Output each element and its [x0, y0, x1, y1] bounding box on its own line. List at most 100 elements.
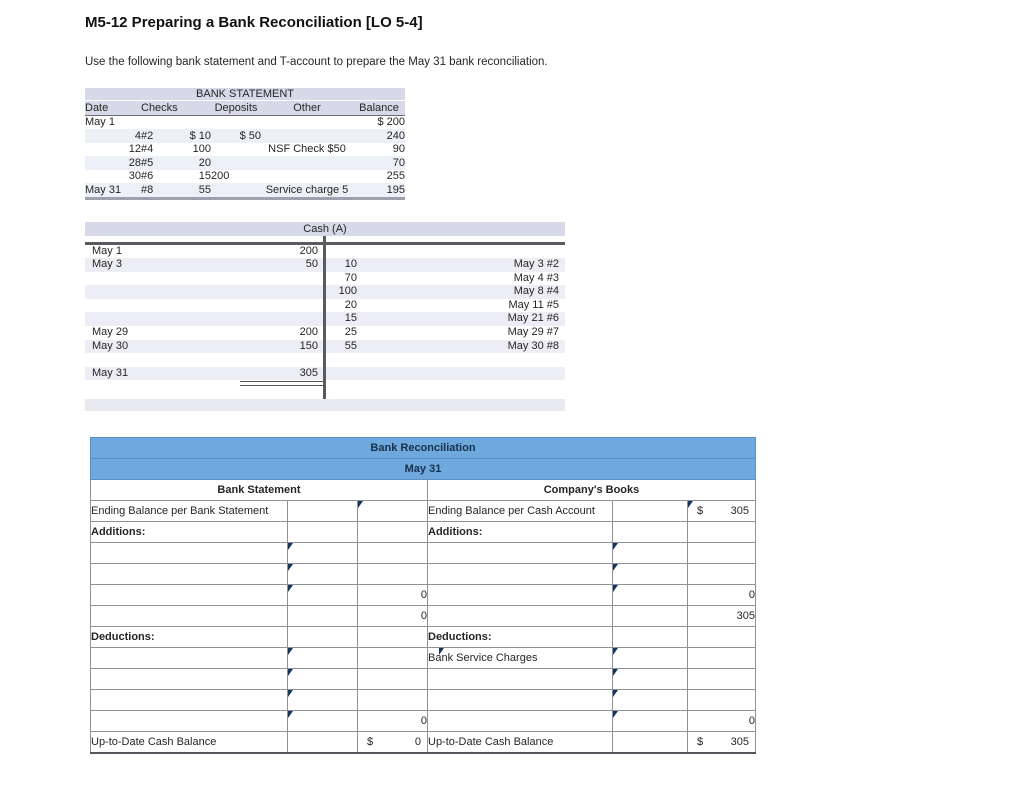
books-deduction-input[interactable]: [612, 647, 688, 670]
bank-statement-row: 30 #6 15 200 255: [85, 170, 405, 184]
empty-cell: [90, 647, 288, 670]
bank-ending-balance-input[interactable]: [357, 500, 428, 523]
empty-cell: [90, 542, 288, 565]
currency-symbol: $: [697, 505, 704, 518]
empty-cell: [612, 626, 688, 649]
reconciliation-title: Bank Reconciliation: [90, 437, 756, 460]
t-account-bottom-band: [85, 399, 565, 412]
check-number-cell: #8: [141, 183, 167, 200]
empty-cell: [612, 731, 688, 755]
credit-amount: [330, 367, 357, 381]
bank-addition-input[interactable]: [287, 563, 358, 586]
credit-amount: [330, 353, 357, 367]
amount: 305: [730, 736, 749, 749]
empty-cell: [90, 584, 288, 607]
credit-date: May 29 #7: [507, 326, 559, 339]
empty-cell: [90, 710, 288, 733]
empty-cell: [687, 521, 756, 544]
header-date: Date: [85, 100, 141, 116]
credit-date: May 4 #3: [513, 271, 559, 284]
debit-date: [85, 312, 242, 326]
header-checks: Checks: [141, 100, 211, 116]
check-amount-cell: $ 10: [167, 129, 211, 143]
balance-cell: 255: [386, 170, 406, 183]
other-cell: [261, 170, 353, 184]
books-deduction-input[interactable]: [612, 668, 688, 691]
bank-additions-label: Additions:: [90, 521, 288, 544]
t-account-row: 20 May 11 #5: [85, 299, 565, 313]
credit-amount: 20: [344, 298, 357, 311]
currency-symbol: $: [697, 736, 704, 749]
empty-cell: [357, 542, 428, 565]
books-deduction-input[interactable]: [612, 689, 688, 712]
deposit-cell: $ 50: [211, 129, 261, 143]
other-cell: [261, 115, 353, 129]
books-addition-input[interactable]: [612, 584, 688, 607]
bank-addition-input[interactable]: [287, 542, 358, 565]
empty-cell: [357, 521, 428, 544]
books-addition-input[interactable]: [612, 542, 688, 565]
debit-date: [85, 272, 242, 286]
bank-statement-row: 12 #4 100 NSF Check $50 90: [85, 143, 405, 157]
bank-deduction-input[interactable]: [287, 710, 358, 733]
credit-amount: 55: [344, 339, 357, 352]
bank-deductions-sum: 0: [357, 710, 428, 733]
books-deduction-input[interactable]: [612, 710, 688, 733]
date-cell: 28: [85, 156, 141, 170]
empty-cell: [687, 689, 756, 712]
t-account: Cash (A) May 1 200 May 3 50 10 May 3 #2 …: [85, 221, 565, 412]
check-number-cell: #4: [141, 143, 154, 156]
bank-additions-sum: 0: [357, 584, 428, 607]
empty-cell: [427, 563, 613, 586]
deposit-cell: [211, 115, 261, 129]
other-cell: [261, 129, 353, 143]
check-number-cell: #2: [141, 129, 167, 143]
debit-amount: 200: [299, 244, 318, 257]
reconciliation-date: May 31: [90, 458, 756, 481]
empty-cell: [427, 710, 613, 733]
other-cell: Service charge 5: [261, 183, 353, 200]
credit-date: May 30 #8: [507, 339, 559, 352]
other-cell: [261, 156, 353, 170]
balance-cell: 195: [353, 183, 406, 200]
page-title: M5-12 Preparing a Bank Reconciliation [L…: [85, 14, 423, 31]
books-subtotal: 305: [687, 605, 756, 628]
debit-amount: [242, 272, 325, 286]
bank-deduction-input[interactable]: [287, 647, 358, 670]
instruction-text: Use the following bank statement and T-a…: [85, 56, 548, 68]
credit-date: May 11 #5: [508, 298, 559, 311]
bank-statement-title: BANK STATEMENT: [85, 88, 406, 101]
bank-statement-row: 4 #2 $ 10 $ 50 240: [85, 129, 406, 143]
debit-amount: 50: [305, 258, 318, 271]
bank-deduction-input[interactable]: [287, 668, 358, 691]
currency-symbol: $: [367, 736, 374, 749]
balance-cell: 70: [353, 156, 406, 170]
debit-amount: 150: [299, 339, 318, 352]
empty-cell: [357, 626, 428, 649]
bank-ending-balance-label: Ending Balance per Bank Statement: [90, 500, 288, 523]
books-addition-input[interactable]: [612, 563, 688, 586]
empty-cell: [357, 647, 428, 670]
empty-cell: [427, 689, 613, 712]
t-account-row: May 1 200: [85, 245, 565, 259]
date-cell: 4: [85, 129, 141, 143]
balance-double-underline: [240, 381, 323, 387]
debit-amount: 200: [299, 326, 318, 339]
check-amount-cell: 100: [192, 143, 211, 156]
bank-addition-input[interactable]: [287, 584, 358, 607]
empty-cell: [287, 521, 358, 544]
empty-cell: [357, 668, 428, 691]
empty-cell: [612, 521, 688, 544]
check-number-cell: #5: [141, 156, 167, 170]
credit-amount: 100: [338, 285, 357, 298]
credit-date: [357, 367, 565, 381]
credit-date: [357, 353, 565, 367]
check-amount-cell: [167, 115, 211, 129]
empty-cell: [287, 500, 358, 523]
empty-cell: [687, 626, 756, 649]
bank-statement-row: May 1 $ 200: [85, 115, 405, 129]
books-final-balance-value: $305: [687, 731, 756, 755]
date-cell: 12: [128, 143, 141, 156]
bank-deduction-input[interactable]: [287, 689, 358, 712]
empty-cell: [90, 605, 288, 628]
